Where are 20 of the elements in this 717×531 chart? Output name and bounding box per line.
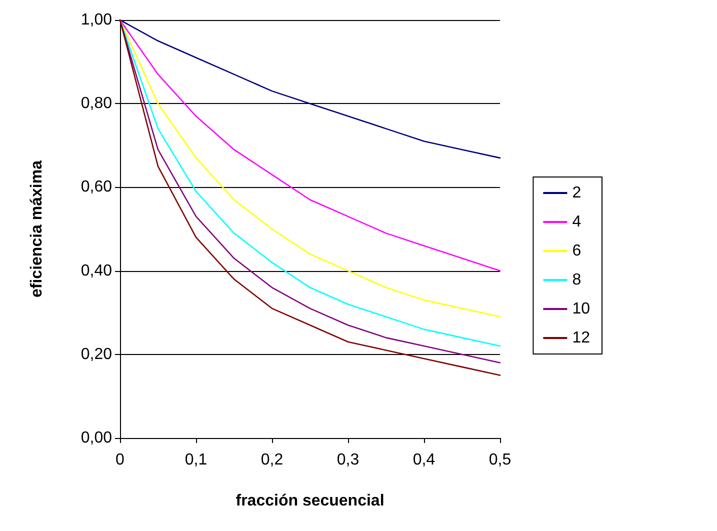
x-tick-label: 0,5 [488,452,512,468]
y-tick-label: 0,20 [80,346,112,363]
y-tick-label: 0,00 [80,430,112,446]
legend-label: 4 [572,214,582,230]
x-tick-label: 0,1 [184,452,208,468]
y-tick-label: 1,00 [80,12,112,28]
legend-label: 6 [572,242,582,260]
legend-label: 2 [572,184,582,202]
y-tick-label: 0,40 [80,262,112,280]
x-axis-title: fracción secuencial [236,492,384,510]
x-tick-label: 0 [116,452,125,468]
legend-label: 8 [572,272,582,288]
y-axis-title: eficiencia máxima [28,160,46,298]
x-tick-label: 0,3 [336,452,360,468]
x-tick-label: 0,2 [260,452,284,468]
y-tick-label: 0,80 [80,95,112,112]
y-tick-label: 0,60 [80,178,112,196]
legend-label: 12 [572,330,590,346]
legend-label: 10 [572,300,590,318]
x-tick-label: 0,4 [412,452,436,468]
